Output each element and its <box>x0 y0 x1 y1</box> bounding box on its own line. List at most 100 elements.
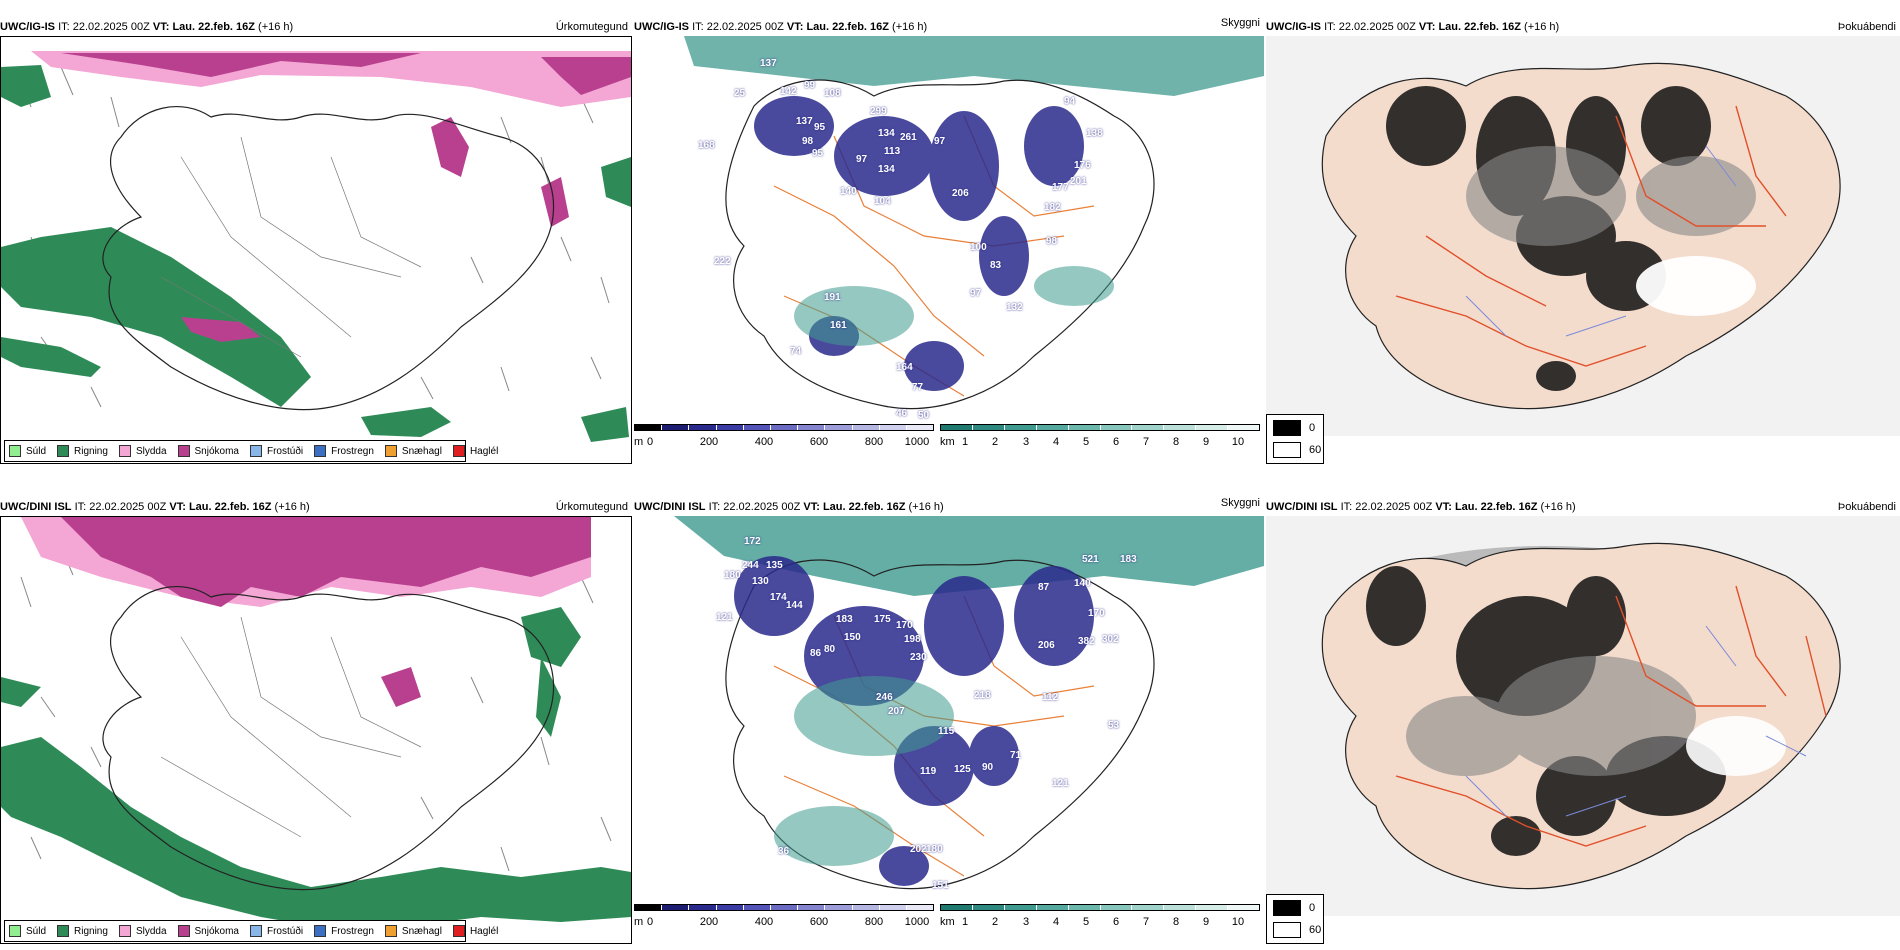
station-value: 201 <box>1070 176 1087 187</box>
height-tick: 1000 <box>904 916 930 928</box>
station-value: 46 <box>896 408 908 419</box>
station-value: 98 <box>1046 236 1058 247</box>
station-value: 246 <box>876 692 893 703</box>
station-value: 119 <box>920 766 937 777</box>
fog-map-svg <box>1266 516 1900 916</box>
fog-legend: 0 60 <box>1266 894 1324 944</box>
station-value: 168 <box>698 140 715 151</box>
cloud-tick: 9 <box>1202 436 1210 448</box>
fog-swatch-black <box>1273 420 1301 436</box>
station-value: 121 <box>716 612 733 623</box>
swatch <box>177 445 190 457</box>
station-value: 170 <box>1088 608 1105 619</box>
cell <box>1100 905 1133 910</box>
cloud-unit: km <box>940 916 955 928</box>
swatch <box>452 925 465 937</box>
panel-title: Úrkomutegund <box>555 21 628 33</box>
legend-item-snaehagl: Snæhagl <box>384 445 442 457</box>
panel-header: UWC/DINI ISL IT: 22.02.2025 00Z VT: Lau.… <box>634 497 1260 513</box>
visibility-map: 137 142 99 108 25 137 95 97 98 95 104 11… <box>634 36 1264 436</box>
station-value: 100 <box>970 242 987 253</box>
station-value: 207 <box>888 706 905 717</box>
station-value: 172 <box>744 536 761 547</box>
swatch <box>118 925 131 937</box>
height-tick: 400 <box>754 916 774 928</box>
station-value: 183 <box>1120 554 1137 565</box>
station-value: 218 <box>974 690 991 701</box>
cell <box>635 905 663 910</box>
legend-item-haglel: Haglél <box>452 445 498 457</box>
station-value: 135 <box>766 560 783 571</box>
cell <box>743 425 771 430</box>
station-value: 115 <box>938 726 955 737</box>
station-value: 98 <box>802 136 814 147</box>
height-tick: 200 <box>699 916 719 928</box>
station-value: 198 <box>904 634 921 645</box>
cell <box>1164 905 1197 910</box>
legend-item-sudl: Súld <box>9 445 46 457</box>
height-tick: 1000 <box>904 436 930 448</box>
swatch <box>57 445 70 457</box>
fog-map <box>1266 516 1900 916</box>
cell <box>852 425 880 430</box>
legend-item-snaehagl: Snæhagl <box>384 925 442 937</box>
station-value: 137 <box>760 58 777 69</box>
cloud-tick: 2 <box>991 436 999 448</box>
station-value: 134 <box>878 128 895 139</box>
height-colorbar: m 0 200 400 600 800 1000 <box>634 424 934 464</box>
height-tick: 0 <box>646 436 654 448</box>
cloud-tick: 5 <box>1082 916 1090 928</box>
station-value: 132 <box>1006 302 1023 313</box>
station-value: 25 <box>734 88 746 99</box>
station-value: 182 <box>1044 202 1061 213</box>
station-value: 86 <box>810 648 822 659</box>
precip-legend: Súld Rigning Slydda Snjókoma Frostúði Fr… <box>4 440 498 462</box>
height-colorbar: m 0 200 400 600 800 1000 <box>634 904 934 944</box>
station-value: 175 <box>874 614 891 625</box>
precip-panel-bottom: UWC/DINI ISL IT: 22.02.2025 00Z VT: Lau.… <box>0 500 632 944</box>
cell <box>1004 425 1037 430</box>
visibility-map-svg <box>634 36 1264 436</box>
cloud-tick: 6 <box>1112 436 1120 448</box>
precip-panel-top: UWC/IG-IS IT: 22.02.2025 00Z VT: Lau. 22… <box>0 20 632 464</box>
swatch <box>314 925 327 937</box>
station-value: 112 <box>1042 692 1059 703</box>
cloud-tick: 3 <box>1022 436 1030 448</box>
station-value: 170 <box>896 620 913 631</box>
cell <box>635 425 663 430</box>
legend-item-frostudi: Frostúði <box>249 445 303 457</box>
station-value: 144 <box>786 600 803 611</box>
cell <box>743 905 771 910</box>
cloud-tick: 3 <box>1022 916 1030 928</box>
cell <box>1196 905 1229 910</box>
panel-header: UWC/IG-IS IT: 22.02.2025 00Z VT: Lau. 22… <box>0 21 628 33</box>
station-value: 104 <box>874 196 891 207</box>
swatch <box>384 445 397 457</box>
panel-header: UWC/DINI ISL IT: 22.02.2025 00Z VT: Lau.… <box>0 501 628 513</box>
swatch <box>249 925 262 937</box>
swatch <box>9 925 21 937</box>
station-value: 95 <box>812 148 824 159</box>
station-value: 108 <box>824 88 841 99</box>
cell <box>1068 425 1101 430</box>
station-value: 130 <box>752 576 769 587</box>
height-tick: 0 <box>646 916 654 928</box>
panel-title: Þokuábendi <box>1837 501 1896 513</box>
station-value: 161 <box>830 320 847 331</box>
swatch <box>384 925 397 937</box>
visibility-panel-top: UWC/IG-IS IT: 22.02.2025 00Z VT: Lau. 22… <box>634 17 1264 464</box>
legend-item-sudl: Súld <box>9 925 46 937</box>
legend-item-frostregn: Frostregn <box>314 925 374 937</box>
station-value: 151 <box>932 880 949 891</box>
cell <box>689 425 717 430</box>
cloud-colorbar: km 1 2 3 4 5 6 7 8 9 10 <box>940 424 1260 464</box>
cloud-tick: 10 <box>1231 916 1245 928</box>
precip-map <box>0 36 632 464</box>
station-value: 142 <box>780 86 797 97</box>
height-tick: 600 <box>809 436 829 448</box>
station-value: 87 <box>1038 582 1050 593</box>
station-value: 138 <box>1086 128 1103 139</box>
height-unit: m <box>634 436 644 448</box>
cell <box>1228 905 1260 910</box>
cell <box>770 425 799 430</box>
